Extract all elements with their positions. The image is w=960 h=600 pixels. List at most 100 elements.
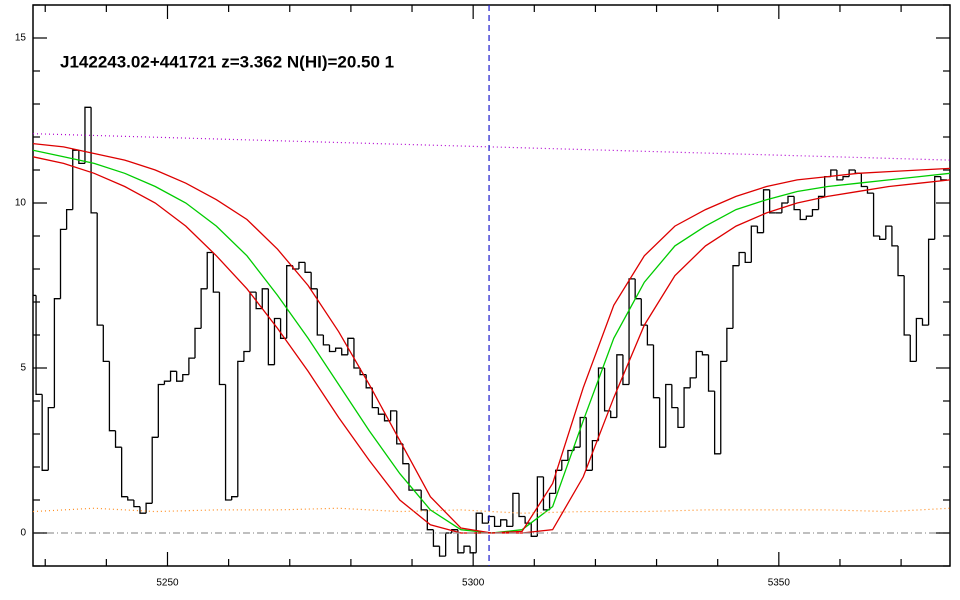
flux-step bbox=[334, 347, 342, 352]
flux-step bbox=[561, 459, 568, 471]
y-tick-label: 10 bbox=[15, 198, 27, 209]
flux-step bbox=[591, 439, 599, 471]
flux-step bbox=[805, 215, 813, 220]
flux-step bbox=[842, 175, 850, 180]
flux-step bbox=[915, 317, 923, 362]
flux-step bbox=[298, 261, 306, 269]
flux-step bbox=[182, 373, 189, 382]
flux-step bbox=[555, 469, 562, 494]
flux-step bbox=[603, 368, 611, 412]
flux-step bbox=[713, 391, 721, 455]
flux-step bbox=[732, 265, 740, 329]
flux-step bbox=[487, 515, 495, 524]
plot-area bbox=[33, 5, 950, 566]
flux-step bbox=[402, 443, 409, 465]
flux-step bbox=[279, 318, 287, 339]
flux-step bbox=[689, 377, 697, 388]
flux-step bbox=[120, 447, 128, 498]
flux-step bbox=[102, 325, 110, 363]
flux-step bbox=[695, 350, 703, 378]
y-tick-label: 0 bbox=[20, 528, 26, 539]
flux-step bbox=[934, 175, 941, 240]
flux-step bbox=[756, 226, 764, 234]
flux-step bbox=[286, 265, 293, 339]
flux-step bbox=[548, 492, 556, 510]
flux-step bbox=[347, 337, 354, 355]
flux-step bbox=[310, 272, 318, 290]
flux-step bbox=[157, 383, 165, 438]
flux-step bbox=[231, 496, 238, 500]
flux-step bbox=[860, 173, 868, 188]
flux-step bbox=[811, 208, 819, 217]
flux-step bbox=[652, 344, 660, 399]
flux-step bbox=[377, 407, 385, 415]
flux-step bbox=[677, 407, 685, 429]
y-tick-label: 5 bbox=[20, 363, 26, 374]
flux-step bbox=[35, 295, 43, 396]
flux-step bbox=[866, 186, 874, 194]
flux-step bbox=[396, 410, 403, 445]
flux-step bbox=[53, 298, 61, 408]
x-tick-label: 5250 bbox=[156, 578, 179, 589]
flux-step bbox=[616, 354, 623, 418]
flux-step bbox=[872, 193, 880, 237]
flux-step bbox=[96, 212, 104, 326]
flux-step bbox=[108, 361, 116, 432]
flux-step bbox=[769, 189, 776, 214]
flux-step bbox=[720, 360, 727, 454]
flux-step bbox=[432, 529, 440, 547]
flux-step bbox=[762, 189, 770, 233]
flux-step bbox=[163, 380, 171, 385]
flux-step bbox=[573, 446, 581, 451]
flux-step bbox=[139, 506, 147, 514]
flux-step bbox=[218, 292, 226, 386]
flux-step bbox=[200, 288, 208, 329]
flux-step bbox=[237, 360, 244, 497]
flux-step bbox=[683, 387, 691, 428]
flux-step bbox=[273, 317, 281, 365]
model-curve bbox=[33, 149, 950, 534]
flux-step bbox=[206, 251, 214, 289]
flux-step bbox=[781, 202, 788, 213]
flux-step bbox=[506, 519, 513, 528]
flux-step bbox=[261, 288, 269, 309]
flux-step bbox=[646, 325, 654, 346]
flux-step bbox=[891, 226, 899, 247]
flux-step bbox=[188, 357, 196, 375]
flux-step bbox=[127, 496, 134, 501]
chart-title: J142243.02+441721 z=3.362 N(HI)=20.50 1 bbox=[60, 52, 394, 71]
flux-step bbox=[707, 354, 715, 392]
flux-step bbox=[897, 245, 905, 277]
flux-step bbox=[438, 546, 446, 557]
plot-frame bbox=[32, 4, 951, 567]
flux-step bbox=[927, 238, 935, 326]
flux-step bbox=[328, 344, 336, 353]
flux-step bbox=[830, 169, 837, 177]
flux-step bbox=[133, 500, 140, 508]
flux-step bbox=[903, 275, 911, 336]
flux-step bbox=[243, 350, 251, 362]
flux-step bbox=[787, 195, 795, 203]
flux-step bbox=[322, 335, 330, 346]
flux-step bbox=[176, 371, 183, 382]
flux-step bbox=[665, 383, 672, 448]
flux-step bbox=[169, 370, 177, 382]
flux-step bbox=[457, 529, 464, 554]
flux-step bbox=[628, 278, 636, 385]
flux-step bbox=[114, 430, 122, 448]
x-tick-label: 5300 bbox=[462, 578, 485, 589]
flux-step bbox=[255, 292, 263, 310]
flux-step bbox=[909, 335, 917, 363]
flux-step bbox=[512, 492, 520, 527]
flux-step bbox=[500, 519, 507, 527]
flux-step bbox=[371, 387, 379, 409]
flux-step bbox=[536, 476, 544, 537]
flux-step bbox=[940, 176, 947, 181]
flux-step bbox=[41, 394, 49, 471]
flux-step bbox=[481, 513, 489, 524]
flux-step bbox=[463, 545, 471, 553]
flux-step bbox=[212, 252, 220, 293]
flux-step bbox=[341, 348, 348, 356]
flux-step bbox=[817, 195, 825, 210]
